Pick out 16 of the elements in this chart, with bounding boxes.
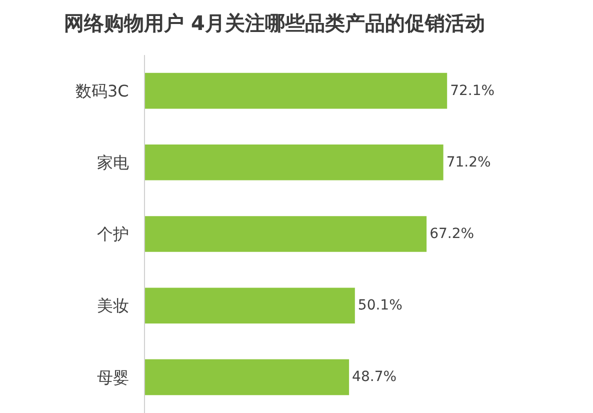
bar xyxy=(145,72,448,109)
y-tick-label: 美妆 xyxy=(96,296,129,316)
y-tick-label: 数码3C xyxy=(75,81,129,100)
data-label: 71.2% xyxy=(446,154,491,170)
bar xyxy=(145,288,355,324)
data-label: 48.7% xyxy=(352,369,397,386)
chart-title: 网络购物用户 4月关注哪些品类产品的促销活动 xyxy=(64,11,485,35)
bar xyxy=(145,144,444,180)
y-tick-label: 个护 xyxy=(96,224,129,244)
bar xyxy=(145,216,427,252)
data-label: 67.2% xyxy=(430,226,474,242)
y-tick-label: 母婴 xyxy=(96,368,129,387)
data-label: 50.1% xyxy=(358,298,402,314)
data-label: 72.1% xyxy=(450,82,495,99)
y-tick-label: 家电 xyxy=(96,153,129,172)
bar xyxy=(145,359,350,396)
